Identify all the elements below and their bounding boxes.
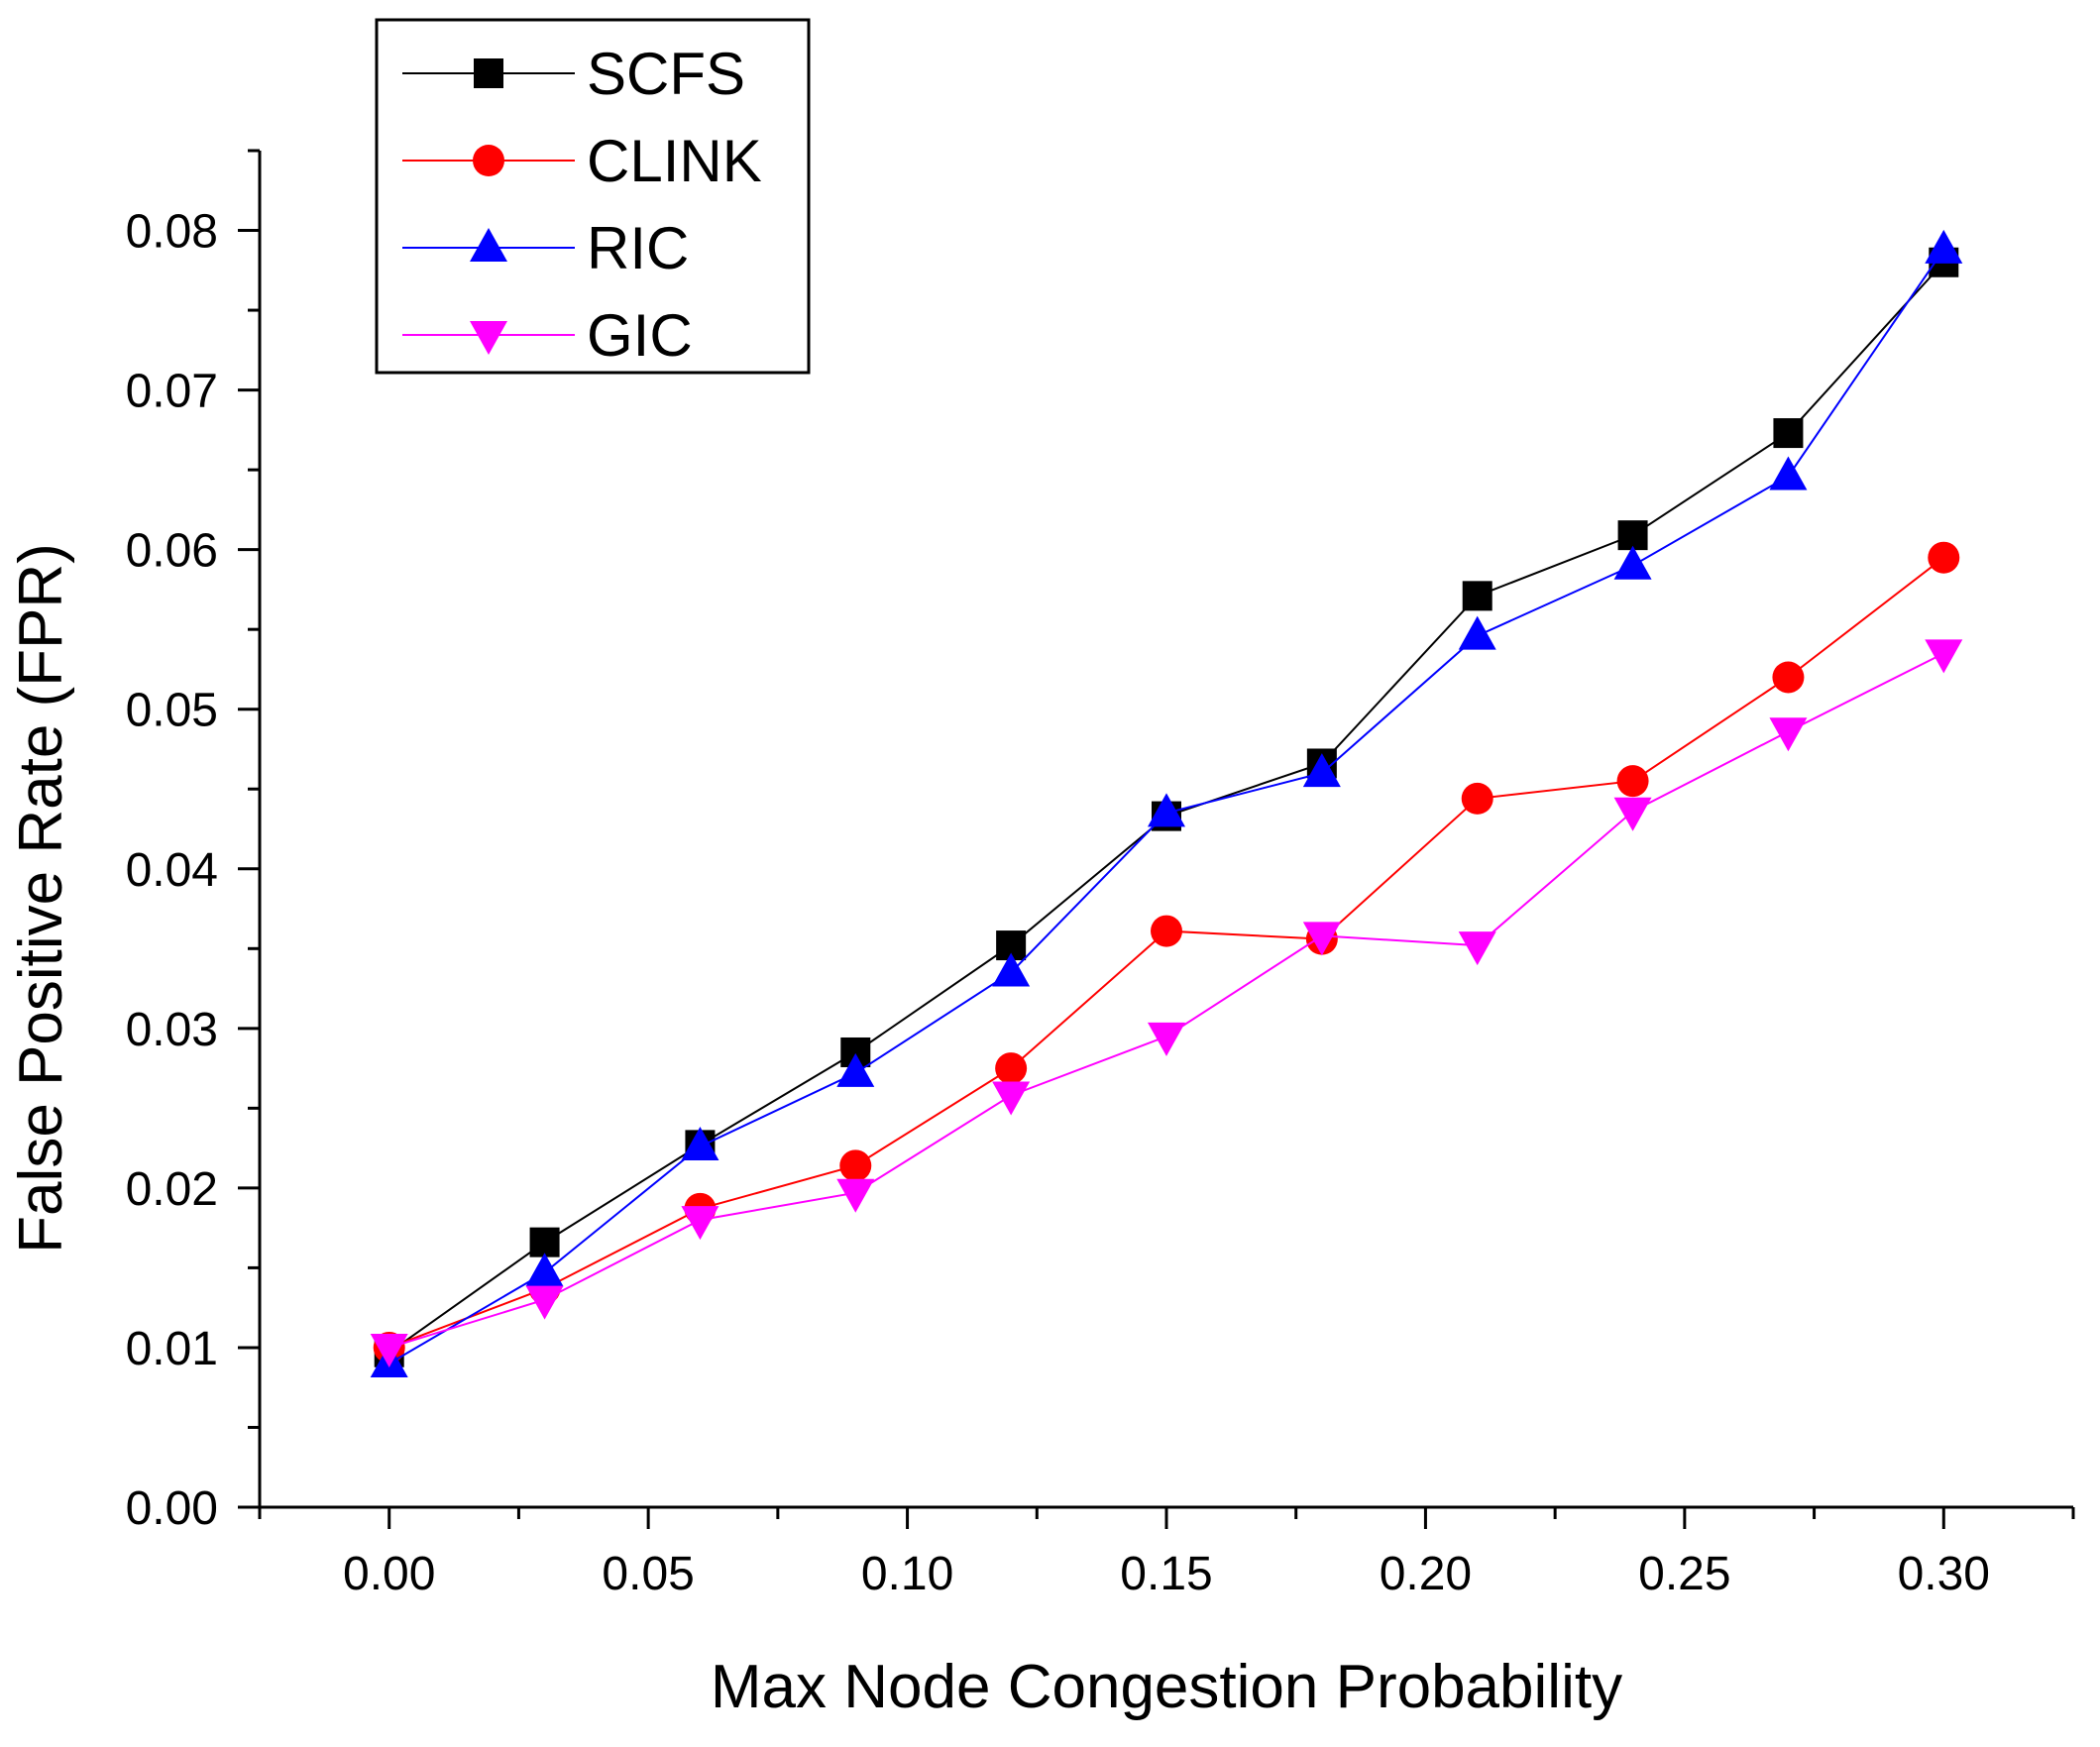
y-tick-label: 0.08 xyxy=(126,206,218,259)
series-line-gic xyxy=(388,652,1944,1349)
x-tick-label: 0.10 xyxy=(861,1548,953,1600)
legend-marker-scfs xyxy=(474,58,503,88)
y-tick-label: 0.05 xyxy=(126,685,218,737)
legend-label-ric: RIC xyxy=(587,215,689,281)
data-point-clink xyxy=(995,1052,1028,1085)
legend-box xyxy=(375,18,811,375)
x-tick-label: 0.05 xyxy=(602,1548,694,1600)
data-point-gic xyxy=(992,1081,1031,1116)
data-point-ric xyxy=(1458,615,1496,650)
y-tick-label: 0.01 xyxy=(126,1323,218,1375)
data-point-ric xyxy=(525,1253,564,1287)
series-layer xyxy=(370,229,1963,1378)
y-tick-label: 0.00 xyxy=(126,1482,218,1535)
series-gic xyxy=(370,639,1963,1367)
data-point-ric xyxy=(1925,229,1963,264)
data-point-ric xyxy=(836,1052,875,1087)
data-point-clink xyxy=(1461,782,1493,815)
axes-layer: 0.00 0.05 0.10 0.15 0.20 0.25 0.30 0.00 0.01 0.02… xyxy=(126,149,2075,1600)
legend-marker-gic xyxy=(470,321,507,355)
data-point-clink xyxy=(1616,765,1649,798)
legend: SCFS CLINK RIC GIC xyxy=(375,18,811,375)
data-point-scfs xyxy=(1462,581,1492,611)
legend-item-ric: RIC xyxy=(402,215,689,281)
data-point-scfs xyxy=(1617,520,1648,551)
data-point-scfs xyxy=(529,1227,560,1257)
legend-item-clink: CLINK xyxy=(402,128,762,194)
data-point-gic xyxy=(836,1178,875,1213)
data-point-ric xyxy=(681,1127,719,1161)
data-point-gic xyxy=(1458,931,1496,966)
x-tick-label: 0.20 xyxy=(1380,1548,1472,1600)
data-point-gic xyxy=(1302,922,1341,956)
legend-item-scfs: SCFS xyxy=(402,41,745,107)
data-point-clink xyxy=(839,1149,872,1182)
series-line-clink xyxy=(388,556,1944,1349)
x-tick-label: 0.00 xyxy=(343,1548,435,1600)
legend-marker-clink xyxy=(473,145,504,176)
y-tick-label: 0.03 xyxy=(126,1004,218,1056)
y-tick-label: 0.06 xyxy=(126,525,218,578)
legend-label-clink: CLINK xyxy=(587,128,762,194)
y-tick-label: 0.04 xyxy=(126,844,218,897)
series-ric xyxy=(370,229,1963,1378)
data-point-scfs xyxy=(1773,418,1804,449)
x-tick-label: 0.15 xyxy=(1120,1548,1212,1600)
x-tick-label: 0.30 xyxy=(1898,1548,1990,1600)
data-point-gic xyxy=(1925,639,1963,674)
legend-item-gic: GIC xyxy=(402,302,693,369)
data-point-gic xyxy=(370,1333,408,1367)
data-point-gic xyxy=(1613,797,1652,831)
data-point-ric xyxy=(1302,753,1341,788)
x-tick-label: 0.25 xyxy=(1638,1548,1730,1600)
data-point-ric xyxy=(992,952,1031,987)
data-point-gic xyxy=(1148,1022,1185,1056)
data-point-gic xyxy=(525,1285,564,1320)
legend-label-scfs: SCFS xyxy=(587,41,745,107)
x-axis-title: Max Node Congestion Probability xyxy=(711,1653,1622,1721)
series-clink xyxy=(373,541,1960,1364)
data-point-gic xyxy=(681,1206,719,1241)
y-axis-title: False Positive Rate (FPR) xyxy=(7,543,75,1254)
y-tick-label: 0.07 xyxy=(126,366,218,418)
data-point-clink xyxy=(1928,541,1960,574)
data-point-clink xyxy=(1151,915,1182,947)
data-point-clink xyxy=(1772,661,1805,694)
legend-marker-ric xyxy=(470,228,507,262)
data-point-gic xyxy=(1769,717,1808,752)
y-tick-label: 0.02 xyxy=(126,1163,218,1216)
data-point-ric xyxy=(1148,793,1185,827)
data-point-ric xyxy=(1613,545,1652,580)
legend-label-gic: GIC xyxy=(587,302,693,369)
data-point-ric xyxy=(1769,456,1808,491)
